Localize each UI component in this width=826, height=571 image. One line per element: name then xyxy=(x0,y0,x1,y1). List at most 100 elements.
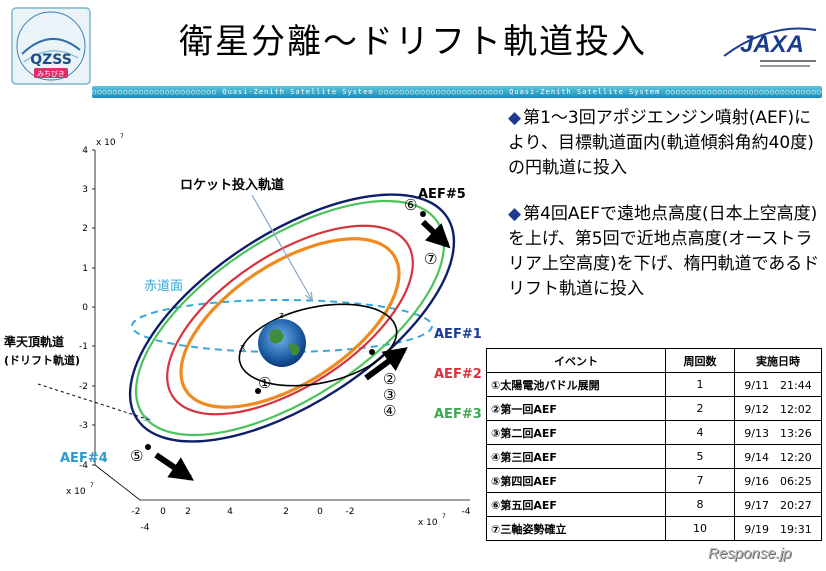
x-tick-label: -2 xyxy=(346,507,355,517)
source-credit: Response.jp xyxy=(708,545,792,562)
z-tick-label: 4 xyxy=(82,146,88,156)
orbit-cell: 2 xyxy=(665,396,735,421)
event-cell: ⑦三軸姿勢確立 xyxy=(486,516,666,541)
datetime-cell: 9/17 20:27 xyxy=(734,492,822,517)
x-tick-label: 0 xyxy=(317,507,323,517)
equator-plane xyxy=(131,299,433,353)
z-tick-label: 3 xyxy=(82,185,88,195)
marker-5: ⑤ xyxy=(130,447,143,465)
orbit-node xyxy=(255,388,261,394)
z-tick-label: -1 xyxy=(79,342,88,352)
orbit-cell: 1 xyxy=(665,372,735,397)
bullet-text: 第4回AEFで遠地点高度(日本上空高度)を上げ、第5回で近地点高度(オーストラリ… xyxy=(508,204,820,299)
orbit-cell: 10 xyxy=(665,516,735,541)
aef1-orbit xyxy=(179,237,401,409)
drift-orbit xyxy=(128,193,456,443)
y-tick-label: -4 xyxy=(141,523,150,533)
axis-letter-z: z xyxy=(279,311,284,321)
qzss-orbit-sublabel: (ドリフト軌道) xyxy=(4,353,80,367)
z-tick-label: -3 xyxy=(79,421,88,431)
axis-frame xyxy=(92,149,470,501)
bullet-item: ◆ 第4回AEFで遠地点高度(日本上空高度)を上げ、第5回で近地点高度(オーストラ… xyxy=(508,202,823,302)
axis-letter-x: x xyxy=(240,343,246,353)
aef4-label: AEF#4 xyxy=(60,451,108,466)
event-cell: ①太陽電池パドル展開 xyxy=(486,372,666,397)
x-tick-label: 4 xyxy=(227,507,233,517)
orbit-diagram: 4 3 2 1 0 -1 -2 -3 -4 x 10 7 x 10 7 x 10… xyxy=(4,133,482,533)
earth-icon xyxy=(258,319,306,367)
x-tick-labels: 4 2 0 -2 -4 xyxy=(227,507,471,517)
y-exponent-power: 7 xyxy=(90,482,94,489)
y-tick-label: 2 xyxy=(185,507,191,517)
table-row: ⑦三軸姿勢確立 10 9/19 19:31 xyxy=(486,516,822,541)
x-tick-label: -4 xyxy=(462,507,471,517)
z-exponent: x 10 xyxy=(96,138,116,148)
x-tick-label: 2 xyxy=(283,507,289,517)
bullet-text: 第1～3回アポジエンジン噴射(AEF)により、目標軌道面内(軌道傾斜角約40度)… xyxy=(508,108,814,178)
datetime-cell: 9/14 12:20 xyxy=(734,444,822,469)
z-tick-label: -4 xyxy=(79,461,88,471)
table-row: ③第二回AEF 4 9/13 13:26 xyxy=(486,420,822,445)
table-row: ⑤第四回AEF 7 9/16 06:25 xyxy=(486,468,822,493)
orbit-cell: 4 xyxy=(665,420,735,445)
thrust-arrow xyxy=(154,452,194,481)
rocket-orbit-label: ロケット投入軌道 xyxy=(180,177,284,193)
rocket-pointer xyxy=(251,194,312,300)
z-tick-labels: 4 3 2 1 0 -1 -2 -3 -4 xyxy=(79,146,88,471)
marker-1: ① xyxy=(258,374,271,392)
z-tick-label: 1 xyxy=(82,264,88,274)
table-header-row: イベント 周回数 実施日時 xyxy=(486,348,822,373)
table-row: ④第三回AEF 5 9/14 12:20 xyxy=(486,444,822,469)
marker-6: ⑥ xyxy=(404,196,417,214)
aef2-label: AEF#2 xyxy=(434,367,482,382)
marker-2: ② xyxy=(383,370,396,388)
y-tick-label: -2 xyxy=(132,507,141,517)
equator-label: 赤道面 xyxy=(144,279,183,294)
marker-4: ④ xyxy=(383,402,396,420)
events-table: イベント 周回数 実施日時 ①太陽電池パドル展開 1 9/11 21:44 ②第… xyxy=(486,348,822,541)
x-exponent: x 10 xyxy=(418,518,438,528)
orbit-node xyxy=(420,211,426,217)
y-tick-label: 0 xyxy=(160,507,166,517)
datetime-cell: 9/13 13:26 xyxy=(734,420,822,445)
header-event: イベント xyxy=(486,348,666,373)
page-title: 衛星分離～ドリフト軌道投入 xyxy=(179,22,647,62)
header-datetime: 実施日時 xyxy=(734,348,822,373)
marker-3: ③ xyxy=(383,386,396,404)
event-cell: ⑥第五回AEF xyxy=(486,492,666,517)
aef5-label: AEF#5 xyxy=(418,187,466,202)
orbit-cell: 7 xyxy=(665,468,735,493)
x-exponent-power: 7 xyxy=(442,513,446,520)
y-tick-labels: 2 0 -2 -4 xyxy=(132,507,191,533)
datetime-cell: 9/19 19:31 xyxy=(734,516,822,541)
datetime-cell: 9/11 21:44 xyxy=(734,372,822,397)
event-cell: ⑤第四回AEF xyxy=(486,468,666,493)
logo-subtitle: みちびき xyxy=(37,70,65,78)
aef3-orbit xyxy=(134,199,446,437)
jaxa-logo: JAXA xyxy=(723,27,817,67)
y-exponent: x 10 xyxy=(66,487,86,497)
header-orbit: 周回数 xyxy=(665,348,735,373)
aef2-orbit xyxy=(166,224,414,416)
orbit-node xyxy=(145,444,151,450)
diamond-icon: ◆ xyxy=(508,108,522,128)
aef1-label: AEF#1 xyxy=(434,327,482,342)
z-tick-label: -2 xyxy=(79,382,88,392)
z-exponent-power: 7 xyxy=(120,133,124,140)
banner-stripe: ○○○○○○○○○○○○○○○○○○○○○○○○ Quasi-Zenith Sa… xyxy=(92,86,822,98)
table-row: ②第一回AEF 2 9/12 12:02 xyxy=(486,396,822,421)
event-cell: ②第一回AEF xyxy=(486,396,666,421)
marker-7: ⑦ xyxy=(424,250,437,268)
diamond-icon: ◆ xyxy=(508,204,522,224)
logo-text: QZSS xyxy=(30,52,72,68)
thrust-arrow xyxy=(364,347,408,381)
bullet-item: ◆ 第1～3回アポジエンジン噴射(AEF)により、目標軌道面内(軌道傾斜角約40度… xyxy=(508,106,823,181)
orbit-cell: 8 xyxy=(665,492,735,517)
event-cell: ③第二回AEF xyxy=(486,420,666,445)
datetime-cell: 9/12 12:02 xyxy=(734,396,822,421)
orbit-node xyxy=(369,349,375,355)
qzss-pointer xyxy=(37,383,150,420)
event-cell: ④第三回AEF xyxy=(486,444,666,469)
thrust-arrow xyxy=(420,219,451,249)
z-tick-label: 0 xyxy=(82,303,88,313)
